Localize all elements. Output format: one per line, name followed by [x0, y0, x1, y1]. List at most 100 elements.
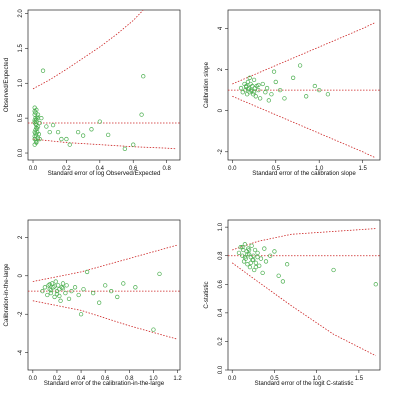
data-point: [47, 282, 52, 287]
data-point: [81, 287, 86, 292]
plot-data: [28, 10, 180, 151]
data-point: [139, 112, 144, 117]
data-point: [72, 285, 78, 290]
data-point: [325, 92, 331, 97]
data-point: [272, 249, 277, 254]
data-point: [45, 292, 50, 298]
data-point: [249, 243, 254, 248]
data-point: [251, 77, 257, 83]
data-point: [280, 279, 286, 284]
x-tick-label: 0.0: [29, 166, 38, 172]
x-tick-label: 0.4: [77, 376, 86, 382]
data-point: [50, 122, 56, 128]
y-tick-label: 0.0: [218, 365, 224, 374]
data-point: [59, 136, 64, 142]
data-point: [40, 289, 45, 294]
data-point: [32, 142, 37, 147]
y-axis-label: Calibration slope: [203, 61, 210, 108]
funnel-lower-limit: [232, 95, 376, 159]
data-point: [256, 82, 261, 88]
funnel-upper-limit: [32, 244, 178, 282]
y-tick-label: 1.0: [18, 78, 24, 87]
data-point: [262, 246, 267, 251]
funnel-lower-limit: [231, 262, 376, 357]
funnel-lower-limit: [32, 300, 178, 340]
data-point: [90, 290, 96, 296]
data-point: [151, 327, 156, 332]
data-point: [40, 68, 46, 73]
data-point: [57, 287, 62, 292]
data-point: [66, 296, 72, 301]
data-point: [122, 146, 128, 151]
data-point: [251, 257, 256, 263]
data-point: [244, 84, 249, 90]
funnel-upper-limit: [232, 228, 376, 251]
x-axis-label: Standard error of the calibration slope: [252, 170, 356, 177]
y-tick-label: 2: [218, 67, 224, 71]
data-point: [253, 94, 258, 99]
data-point: [317, 87, 322, 93]
data-point: [55, 129, 61, 135]
y-tick-label: -4: [18, 349, 24, 355]
data-point: [263, 259, 269, 264]
data-point: [255, 254, 260, 260]
data-point: [277, 87, 283, 93]
data-point: [115, 294, 120, 300]
data-point: [52, 294, 57, 300]
data-point: [46, 283, 51, 288]
data-point: [253, 264, 259, 270]
x-tick-label: 0.8: [162, 166, 171, 172]
data-point: [44, 124, 49, 129]
x-axis-label: Standard error of log Observed/Expected: [48, 170, 161, 177]
data-point: [53, 279, 58, 284]
data-point: [251, 253, 256, 258]
x-tick-label: 1.0: [149, 376, 158, 382]
data-point: [271, 69, 277, 74]
data-point: [373, 282, 378, 287]
data-point: [34, 125, 39, 131]
data-point: [236, 250, 242, 256]
y-axis-label: Calibration-in-the-large: [3, 263, 10, 326]
y-axis-label: Observed/Expected: [3, 57, 10, 112]
data-point: [42, 285, 48, 290]
plot-data: [28, 244, 180, 340]
data-point: [75, 129, 81, 135]
data-point: [244, 92, 250, 97]
plot-frame: [27, 219, 181, 371]
data-point: [238, 85, 244, 91]
data-point: [37, 136, 42, 142]
x-tick-label: 0.6: [129, 166, 138, 172]
x-tick-label: 0.0: [228, 376, 237, 382]
data-point: [252, 247, 258, 253]
data-point: [56, 283, 61, 288]
x-tick-label: 0.5: [272, 166, 281, 172]
data-point: [260, 270, 265, 276]
data-point: [33, 110, 38, 115]
plot-data: [228, 228, 380, 357]
x-tick-label: 1.2: [173, 376, 182, 382]
y-tick-label: 0.6: [218, 279, 224, 288]
data-point: [268, 253, 273, 258]
y-tick-label: 0.8: [218, 251, 224, 260]
data-point: [331, 267, 336, 273]
x-tick-label: 0.6: [101, 376, 110, 382]
panel-observed-expected: 0.0 0.2 0.4 0.6 0.8 0.0 0.5 1.0 1.5 2.0 Standard e…: [3, 9, 181, 177]
data-point: [251, 92, 256, 97]
data-point: [256, 87, 261, 93]
y-tick-label: 2: [18, 235, 24, 239]
data-point: [35, 112, 41, 117]
funnel-upper-limit: [232, 21, 376, 85]
x-tick-label: 0.2: [53, 376, 62, 382]
data-point: [60, 281, 66, 286]
y-tick-label: 1.0: [218, 222, 224, 231]
data-point: [97, 300, 102, 305]
data-point: [36, 132, 42, 137]
data-point: [263, 90, 268, 95]
y-tick-label: 0: [218, 108, 224, 112]
data-point: [78, 312, 84, 317]
data-point: [131, 142, 136, 147]
data-point: [51, 285, 56, 290]
plot-frame: [27, 9, 181, 161]
data-point: [242, 254, 248, 260]
